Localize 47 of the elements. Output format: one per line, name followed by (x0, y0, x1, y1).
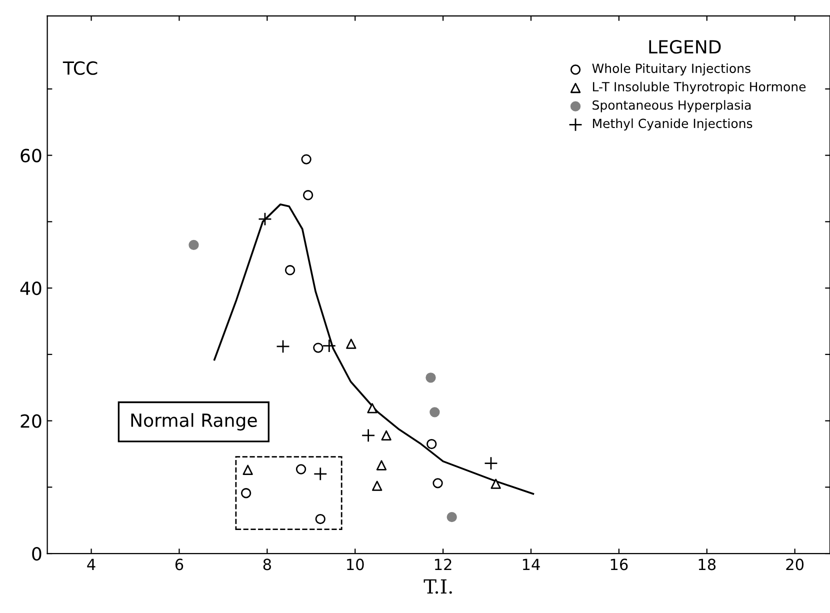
y-axis-title: TCC (62, 61, 98, 75)
point (426, 372, 436, 383)
point (284, 265, 296, 276)
point (426, 438, 437, 450)
annotation: Normal Range (131, 413, 257, 431)
x-tick-label: 10 (347, 558, 364, 570)
point (258, 212, 272, 226)
point (376, 460, 387, 470)
point (315, 514, 326, 524)
point (446, 512, 457, 522)
point (346, 338, 356, 349)
point (296, 464, 306, 474)
point (276, 340, 290, 354)
y-tick-label: 40 (20, 282, 42, 296)
point (242, 464, 253, 475)
point (313, 466, 328, 481)
x-axis-title: T.I. (424, 579, 452, 594)
point (430, 407, 440, 418)
x-tick-label: 20 (786, 558, 804, 570)
point (240, 488, 252, 498)
x-tick-label: 4 (87, 558, 96, 570)
point (301, 154, 312, 164)
point (432, 478, 443, 488)
point (313, 342, 324, 353)
point (188, 240, 199, 250)
point (381, 430, 392, 440)
legend-label: L-T Insoluble Thyrotropic Hormone (592, 82, 806, 94)
x-tick-label: 14 (522, 558, 540, 570)
x-tick-label: 12 (435, 558, 452, 570)
y-tick-label: 20 (20, 414, 42, 428)
point (361, 428, 376, 442)
point (490, 478, 501, 489)
legend-label: Spontaneous Hyperplasia (592, 100, 751, 112)
point (367, 403, 378, 414)
legend-title: LEGEND (649, 40, 721, 54)
x-tick-label: 18 (698, 558, 716, 570)
point (484, 456, 498, 470)
point (322, 338, 336, 353)
x-tick-label: 8 (263, 558, 271, 570)
legend-label: Whole Pituitary Injections (592, 63, 750, 76)
x-tick-label: 6 (175, 558, 184, 570)
y-tick-label: 0 (32, 547, 42, 561)
y-tick-label: 60 (20, 148, 42, 162)
point (372, 480, 382, 491)
legend-label: Methyl Cyanide Injections (592, 118, 752, 131)
x-tick-label: 16 (610, 558, 628, 570)
point (302, 190, 314, 200)
